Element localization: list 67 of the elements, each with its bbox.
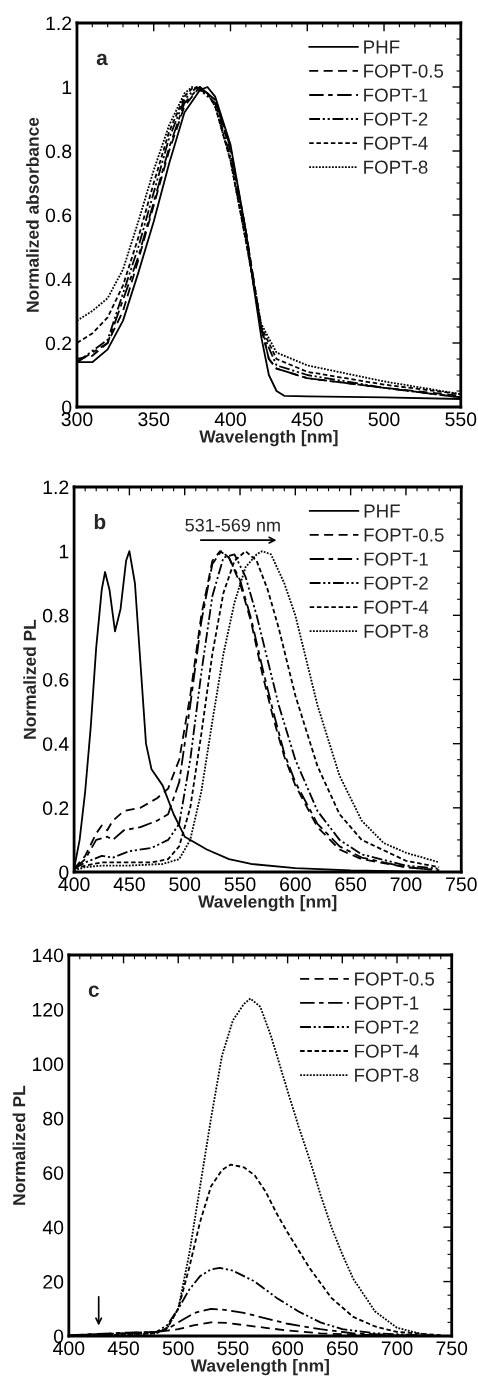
x-tick-label: 750 (436, 1341, 468, 1356)
y-tick-label: 0 (53, 1329, 64, 1344)
legend-label: FOPT-1 (355, 996, 419, 1010)
annotation: 531-569 nm (185, 518, 280, 532)
y-tick-label: 0.6 (42, 672, 69, 687)
x-tick-label: 550 (224, 877, 256, 892)
legend-label: FOPT-8 (364, 160, 428, 174)
x-tick-label: 700 (390, 877, 422, 892)
y-tick-label: 0.2 (45, 336, 72, 351)
x-tick-label: 350 (138, 412, 170, 427)
legend-label: FOPT-2 (364, 112, 428, 126)
x-tick-label: 600 (272, 1341, 304, 1356)
y-tick-label: 140 (33, 948, 64, 963)
x-axis-title: Wavelength [nm] (199, 429, 338, 447)
y-tick-label: 100 (33, 1057, 64, 1072)
y-tick-label: 1.2 (43, 480, 69, 495)
x-tick-label: 450 (291, 412, 323, 427)
x-tick-label: 650 (327, 1341, 358, 1356)
x-tick-label: 500 (162, 1341, 194, 1356)
legend-label: FOPT-1 (364, 88, 428, 102)
text: a (96, 53, 108, 66)
y-tick-label: 1 (59, 544, 69, 559)
y-axis-title: Normalized absorbance (26, 117, 39, 312)
legend-label: FOPT-0.5 (364, 64, 444, 78)
x-tick-label: 500 (368, 412, 400, 427)
x-tick-label: 400 (53, 1341, 85, 1356)
y-tick-label: 1 (62, 80, 72, 95)
legend-label: FOPT-1 (364, 552, 428, 566)
legend-label: FOPT-0.5 (364, 528, 444, 542)
x-tick-label: 650 (335, 877, 367, 892)
legend-label: FOPT-2 (355, 1020, 419, 1034)
x-tick-label: 500 (169, 877, 201, 892)
x-tick-label: 450 (113, 877, 145, 892)
y-tick-label: 0.6 (45, 208, 72, 223)
x-tick-label: 700 (381, 1341, 413, 1356)
legend-label: FOPT-4 (364, 600, 429, 614)
y-tick-label: 60 (43, 1166, 64, 1180)
y-tick-label: 40 (42, 1220, 64, 1235)
x-tick-label: 450 (107, 1341, 139, 1356)
legend-label: PHF (364, 40, 400, 54)
y-tick-label: 0.4 (45, 272, 72, 287)
x-axis-title: Wavelength [nm] (190, 1358, 329, 1376)
y-tick-label: 0.8 (42, 608, 69, 623)
legend-label: FOPT-4 (355, 1044, 419, 1058)
y-tick-label: 0.4 (42, 737, 69, 751)
y-tick-label: 80 (43, 1111, 64, 1126)
x-axis-title: Wavelength [nm] (198, 894, 337, 912)
x-tick-label: 600 (280, 877, 311, 892)
x-tick-label: 400 (214, 412, 246, 427)
legend-label: PHF (364, 504, 400, 518)
y-tick-label: 0.8 (45, 144, 72, 159)
x-tick-label: 550 (445, 412, 477, 427)
legend-label: FOPT-4 (364, 136, 428, 150)
x-tick-label: 550 (217, 1341, 249, 1356)
x-tick-label: 750 (446, 877, 477, 892)
legend-label: FOPT-8 (364, 624, 428, 638)
legend-label: FOPT-8 (355, 1068, 419, 1082)
y-tick-label: 20 (43, 1275, 64, 1289)
y-tick-label: 0.2 (42, 801, 69, 816)
y-axis-title: Normalized PL (12, 1085, 26, 1205)
y-tick-label: 1.2 (46, 16, 72, 31)
legend-label: FOPT-2 (364, 576, 428, 590)
y-tick-label: 120 (33, 1002, 64, 1017)
y-axis-title: Normalized PL (23, 619, 36, 739)
text: b (94, 513, 106, 530)
legend-label: FOPT-0.5 (355, 972, 435, 986)
text: c (88, 985, 99, 997)
